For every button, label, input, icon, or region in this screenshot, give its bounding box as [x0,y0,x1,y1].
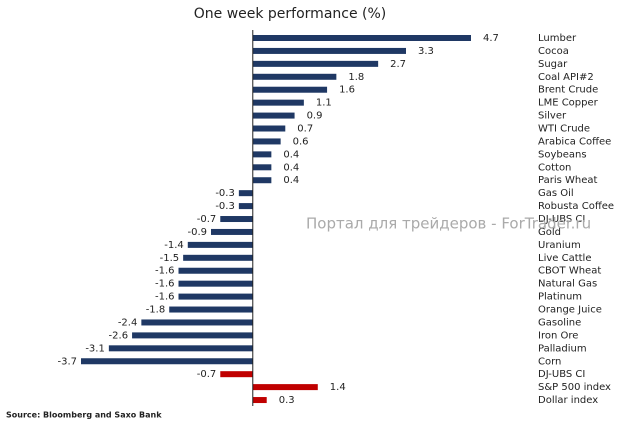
bar [252,151,272,158]
value-label: 0.4 [283,149,299,160]
bar [178,293,253,300]
category-label: Orange Juice [538,305,602,316]
category-label: Cotton [538,162,571,173]
category-label: DJ-UBS CI [538,214,585,225]
bar [238,203,253,210]
category-label: Palladium [538,343,587,354]
category-label: Cocoa [538,46,569,57]
value-label: 4.7 [483,33,499,44]
value-label: 0.4 [283,175,299,186]
chart-title: One week performance (%) [194,6,387,22]
category-label: Sugar [538,59,568,70]
value-label: 0.9 [307,111,323,122]
bar [141,319,253,326]
category-label: Corn [538,356,561,367]
bar [132,332,253,339]
bar [252,35,471,41]
value-label: 1.1 [316,98,332,109]
bar [252,112,295,119]
category-label: Dollar index [538,395,598,406]
value-label: -1.8 [146,305,166,316]
bar [252,47,406,54]
category-label: Lumber [538,33,577,44]
category-label: Gold [538,227,561,238]
value-label: 1.6 [339,85,355,96]
bar [211,228,253,235]
watermark: Портал для трейдеров - ForTrader.ru [306,215,591,233]
category-label: CBOT Wheat [538,266,601,277]
bar [252,177,272,184]
value-label: -2.4 [118,317,138,328]
bar [183,254,253,261]
bar [169,306,253,313]
value-label: 0.6 [293,136,309,147]
value-label: -0.7 [197,214,217,225]
value-label: 0.7 [297,124,313,135]
category-label: Soybeans [538,149,587,160]
category-label: Iron Ore [538,330,578,341]
value-label: -1.6 [155,266,175,277]
category-label: Live Cattle [538,253,591,264]
value-label: -0.9 [187,227,207,238]
value-label: -1.6 [155,292,175,303]
value-label: 2.7 [390,59,406,70]
bar [252,384,318,391]
bar [252,99,304,106]
value-label: -0.3 [215,201,235,212]
category-label: DJ-UBS CI [538,369,585,380]
category-label: Natural Gas [538,279,597,290]
category-label: Arabica Coffee [538,136,611,147]
bar [178,280,253,287]
category-label: S&P 500 index [538,382,611,393]
bar [178,267,253,274]
value-label: -1.5 [160,253,180,264]
bar [252,397,267,404]
source: Source: Bloomberg and Saxo Bank [6,411,162,420]
category-label: Robusta Coffee [538,201,614,212]
value-label: -3.1 [85,343,105,354]
bar [238,190,253,197]
value-label: -0.7 [197,369,217,380]
bar [252,73,337,80]
value-label: 0.4 [283,162,299,173]
bar [252,60,379,67]
value-label: -0.3 [215,188,235,199]
bar [252,125,286,132]
category-label: WTI Crude [538,124,590,135]
category-label: Gas Oil [538,188,574,199]
bar [252,86,328,93]
category-label: LME Copper [538,98,599,109]
value-label: -1.6 [155,279,175,290]
bar [252,138,281,145]
category-label: Gasoline [538,317,581,328]
category-label: Brent Crude [538,85,598,96]
bar [220,216,253,223]
category-label: Coal API#2 [538,72,594,83]
value-label: 1.8 [348,72,364,83]
value-label: -3.7 [57,356,77,367]
value-label: 3.3 [418,46,434,57]
value-label: -2.6 [109,330,129,341]
bar [81,358,253,365]
value-label: -1.4 [164,240,184,251]
bar [252,164,272,171]
category-label: Paris Wheat [538,175,597,186]
value-label: 0.3 [279,395,295,406]
bar [108,345,253,352]
category-label: Platinum [538,292,582,303]
bar [220,371,253,378]
value-label: 1.4 [330,382,346,393]
bar [187,241,253,248]
category-label: Uranium [538,240,581,251]
category-label: Silver [538,111,567,122]
